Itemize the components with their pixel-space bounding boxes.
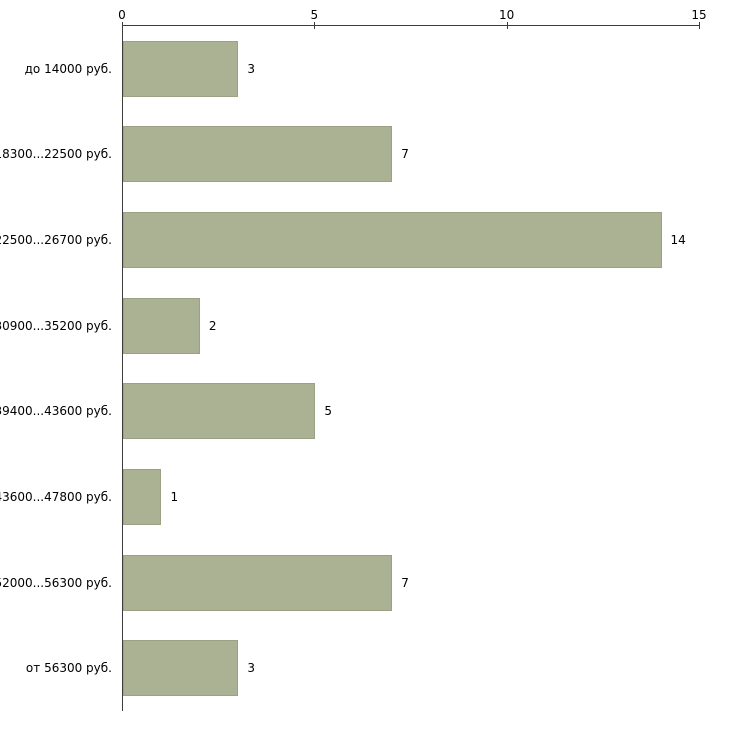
- bar-row: 3: [123, 625, 700, 711]
- bar: [123, 640, 239, 697]
- value-label: 14: [670, 233, 686, 248]
- bar-row: 2: [123, 283, 700, 369]
- x-tick-mark: [314, 22, 316, 29]
- value-label: 2: [208, 318, 217, 333]
- bar: [123, 212, 662, 269]
- bar-row: 3: [123, 26, 700, 112]
- value-label: 3: [247, 61, 256, 76]
- value-label: 3: [247, 661, 256, 676]
- category-label: 52000...56300 руб.: [0, 575, 112, 590]
- category-label: 18300...22500 руб.: [0, 147, 112, 162]
- category-label: 39400...43600 руб.: [0, 404, 112, 419]
- bar: [123, 126, 393, 183]
- bar-row: 1: [123, 454, 700, 540]
- label-row: 43600...47800 руб.: [0, 454, 116, 540]
- bar: [123, 383, 316, 440]
- value-label: 1: [170, 489, 179, 504]
- category-label: от 56300 руб.: [25, 661, 112, 676]
- bar: [123, 468, 162, 525]
- category-label: 22500...26700 руб.: [0, 233, 112, 248]
- bar-row: 7: [123, 540, 700, 626]
- x-tick-mark: [122, 22, 123, 29]
- category-label: 43600...47800 руб.: [0, 489, 112, 504]
- label-row: 30900...35200 руб.: [0, 283, 116, 369]
- x-tick-label: 5: [310, 8, 319, 22]
- value-label: 5: [324, 404, 332, 419]
- plot-area: 3 7 14 2 5 1 7 3: [122, 25, 700, 711]
- category-label: до 14000 руб.: [24, 61, 112, 76]
- label-row: до 14000 руб.: [0, 26, 116, 112]
- bar-row: 14: [123, 197, 700, 283]
- label-row: 18300...22500 руб.: [0, 112, 116, 198]
- bar-row: 7: [123, 112, 700, 198]
- bar-row: 5: [123, 369, 700, 455]
- value-label: 7: [401, 147, 409, 162]
- x-tick-mark: [699, 22, 700, 29]
- label-row: от 56300 руб.: [0, 625, 116, 711]
- label-row: 39400...43600 руб.: [0, 369, 116, 455]
- x-tick-label: 10: [499, 8, 515, 22]
- label-row: 22500...26700 руб.: [0, 197, 116, 283]
- bar: [123, 554, 393, 611]
- x-tick-label: 15: [691, 8, 707, 22]
- x-tick-mark: [506, 22, 508, 29]
- category-label: 30900...35200 руб.: [0, 318, 112, 333]
- x-tick-label: 0: [118, 8, 126, 22]
- bar: [123, 40, 239, 97]
- label-row: 52000...56300 руб.: [0, 540, 116, 626]
- bar: [123, 297, 200, 354]
- value-label: 7: [401, 575, 409, 590]
- y-axis-category-labels: до 14000 руб. 18300...22500 руб. 22500...2…: [0, 26, 116, 711]
